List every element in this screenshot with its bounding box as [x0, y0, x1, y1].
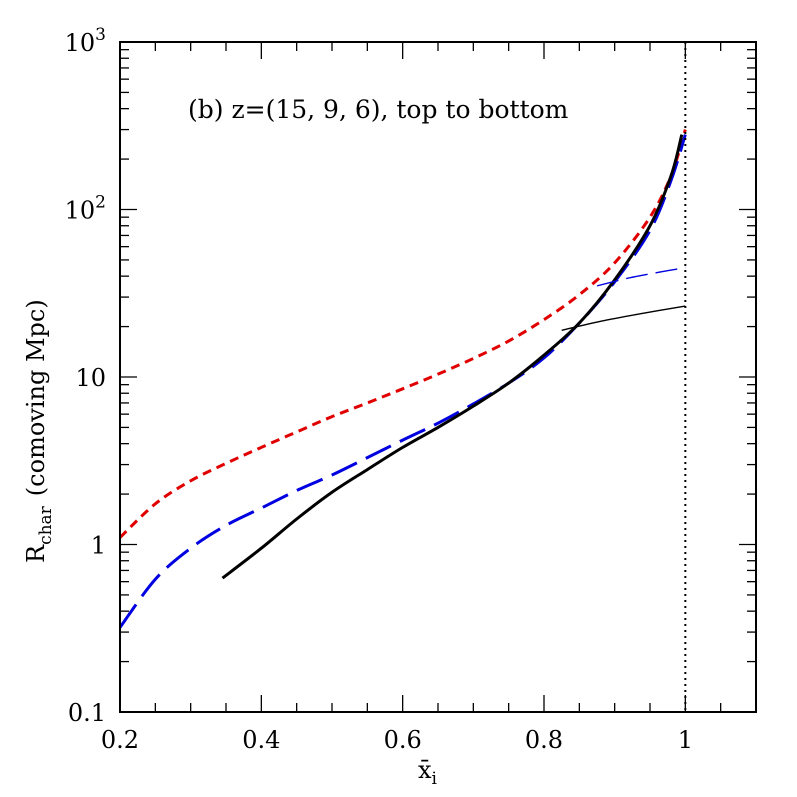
x-axis-subscript: i	[432, 769, 438, 789]
y-axis-subscript: char	[36, 505, 56, 545]
y-tick-base: 10	[65, 29, 96, 57]
plot-frame	[119, 41, 757, 713]
series-layer	[118, 129, 687, 629]
y-tick-label: 103	[65, 25, 106, 57]
ticks-layer	[119, 41, 757, 713]
series-line-4	[596, 266, 686, 287]
y-tick-label: 1	[91, 532, 106, 560]
y-axis-unit: (comoving Mpc)	[22, 299, 50, 496]
y-axis-label: R	[22, 544, 50, 563]
y-tick-label: 0.1	[68, 699, 106, 727]
series-line-3	[221, 134, 684, 580]
y-axis-title: Rchar (comoving Mpc)	[22, 299, 56, 563]
x-tick-label: 0.6	[384, 726, 422, 754]
series-line-5	[561, 305, 686, 331]
series-line-1	[118, 129, 687, 539]
chart-annotation: (b) z=(15, 9, 6), top to bottom	[188, 95, 569, 124]
x-axis-label: x̄	[418, 756, 432, 784]
y-tick-label: 102	[65, 193, 106, 225]
x-tick-label: 0.4	[242, 726, 280, 754]
y-tick-base: 10	[65, 197, 96, 225]
x-tick-label: 0.2	[101, 726, 139, 754]
y-tick-exponent: 2	[95, 193, 106, 213]
x-tick-label: 1	[678, 726, 693, 754]
x-axis-title: x̄i	[418, 756, 438, 789]
y-tick-exponent: 3	[95, 25, 106, 45]
series-line-2	[118, 134, 687, 629]
x-tick-label: 0.8	[525, 726, 563, 754]
y-tick-label: 10	[75, 364, 106, 392]
